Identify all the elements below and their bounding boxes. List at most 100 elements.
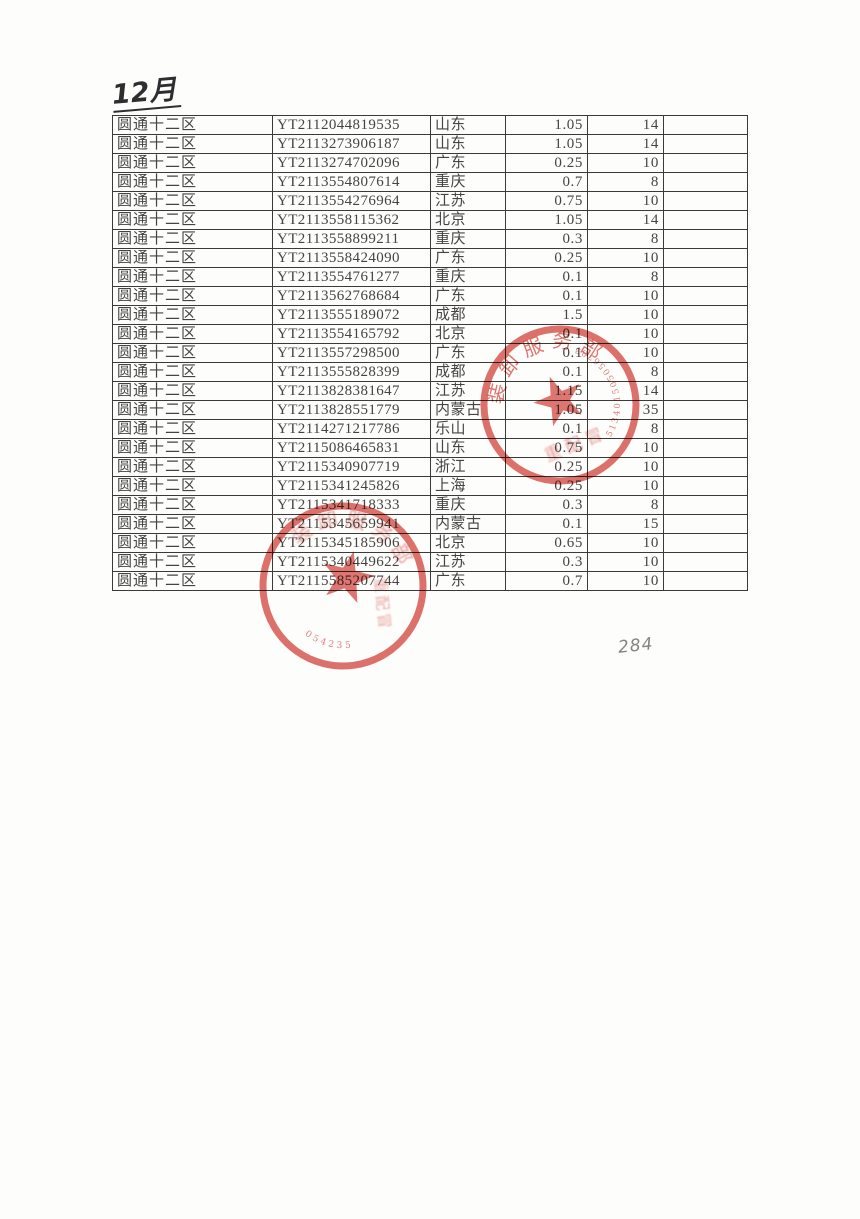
cell-fee: 10 — [587, 305, 664, 325]
cell-weight: 1.05 — [505, 400, 588, 420]
cell-company: 圆通十二区 — [112, 210, 273, 230]
table-body: 圆通十二区 YT2112044819535 山东 1.05 14 圆通十二区 YT21132… — [112, 115, 748, 591]
table-row: 圆通十二区 YT2113554165792 北京 0.1 10 — [112, 324, 748, 344]
cell-company: 圆通十二区 — [112, 134, 273, 154]
cell-fee: 14 — [587, 134, 664, 154]
cell-destination: 山东 — [430, 134, 506, 154]
cell-destination: 浙江 — [430, 457, 506, 477]
cell-fee: 14 — [587, 210, 664, 230]
cell-destination: 上海 — [430, 476, 506, 496]
cell-destination: 乐山 — [430, 419, 506, 439]
cell-weight: 1.5 — [505, 305, 588, 325]
cell-tracking_no: YT2115341245826 — [272, 476, 431, 496]
table-row: 圆通十二区 YT2115086465831 山东 0.75 10 — [112, 438, 748, 458]
cell-extra — [663, 476, 748, 496]
cell-extra — [663, 153, 748, 173]
cell-extra — [663, 457, 748, 477]
table-row: 圆通十二区 YT2115341245826 上海 0.25 10 — [112, 476, 748, 496]
cell-extra — [663, 343, 748, 363]
cell-fee: 8 — [587, 267, 664, 287]
table-row: 圆通十二区 YT2114271217786 乐山 0.1 8 — [112, 419, 748, 439]
cell-fee: 10 — [587, 457, 664, 477]
cell-company: 圆通十二区 — [112, 172, 273, 192]
cell-fee: 10 — [587, 438, 664, 458]
cell-destination: 广东 — [430, 286, 506, 306]
table-row: 圆通十二区 YT2113555189072 成都 1.5 10 — [112, 305, 748, 325]
cell-fee: 14 — [587, 381, 664, 401]
cell-fee: 8 — [587, 172, 664, 192]
cell-tracking_no: YT2113562768684 — [272, 286, 431, 306]
cell-company: 圆通十二区 — [112, 248, 273, 268]
cell-extra — [663, 381, 748, 401]
cell-tracking_no: YT2115086465831 — [272, 438, 431, 458]
cell-destination: 江苏 — [430, 191, 506, 211]
cell-destination: 山东 — [430, 115, 506, 135]
table-row: 圆通十二区 YT2115345659941 内蒙古 0.1 15 — [112, 514, 748, 534]
cell-weight: 0.25 — [505, 248, 588, 268]
cell-extra — [663, 514, 748, 534]
cell-extra — [663, 419, 748, 439]
table-row: 圆通十二区 YT2115340449622 江苏 0.3 10 — [112, 552, 748, 572]
cell-tracking_no: YT2113273906187 — [272, 134, 431, 154]
cell-extra — [663, 533, 748, 553]
cell-destination: 成都 — [430, 305, 506, 325]
cell-extra — [663, 552, 748, 572]
cell-company: 圆通十二区 — [112, 400, 273, 420]
cell-weight: 0.1 — [505, 419, 588, 439]
table-row: 圆通十二区 YT2115585207744 广东 0.7 10 — [112, 571, 748, 591]
handwritten-month-note: 12月 — [111, 74, 181, 113]
cell-destination: 北京 — [430, 533, 506, 553]
cell-weight: 1.05 — [505, 210, 588, 230]
cell-fee: 10 — [587, 248, 664, 268]
cell-extra — [663, 229, 748, 249]
table-row: 圆通十二区 YT2115340907719 浙江 0.25 10 — [112, 457, 748, 477]
cell-company: 圆通十二区 — [112, 552, 273, 572]
cell-fee: 8 — [587, 229, 664, 249]
cell-weight: 0.3 — [505, 495, 588, 515]
cell-fee: 8 — [587, 419, 664, 439]
cell-tracking_no: YT2113558115362 — [272, 210, 431, 230]
cell-extra — [663, 210, 748, 230]
cell-company: 圆通十二区 — [112, 153, 273, 173]
cell-extra — [663, 248, 748, 268]
cell-weight: 0.7 — [505, 172, 588, 192]
cell-destination: 北京 — [430, 324, 506, 344]
cell-tracking_no: YT2113557298500 — [272, 343, 431, 363]
cell-tracking_no: YT2113828551779 — [272, 400, 431, 420]
cell-company: 圆通十二区 — [112, 343, 273, 363]
cell-weight: 0.1 — [505, 324, 588, 344]
cell-company: 圆通十二区 — [112, 324, 273, 344]
cell-company: 圆通十二区 — [112, 419, 273, 439]
cell-weight: 0.25 — [505, 457, 588, 477]
cell-company: 圆通十二区 — [112, 305, 273, 325]
cell-tracking_no: YT2113555828399 — [272, 362, 431, 382]
cell-company: 圆通十二区 — [112, 381, 273, 401]
cell-company: 圆通十二区 — [112, 457, 273, 477]
cell-extra — [663, 115, 748, 135]
cell-destination: 北京 — [430, 210, 506, 230]
cell-extra — [663, 400, 748, 420]
cell-tracking_no: YT2113558424090 — [272, 248, 431, 268]
cell-destination: 内蒙古 — [430, 400, 506, 420]
cell-fee: 10 — [587, 286, 664, 306]
cell-fee: 10 — [587, 571, 664, 591]
cell-tracking_no: YT2115340449622 — [272, 552, 431, 572]
cell-weight: 0.75 — [505, 191, 588, 211]
cell-company: 圆通十二区 — [112, 571, 273, 591]
cell-tracking_no: YT2113554165792 — [272, 324, 431, 344]
cell-weight: 0.1 — [505, 286, 588, 306]
cell-extra — [663, 362, 748, 382]
cell-company: 圆通十二区 — [112, 514, 273, 534]
cell-destination: 广东 — [430, 153, 506, 173]
cell-tracking_no: YT2113558899211 — [272, 229, 431, 249]
cell-extra — [663, 305, 748, 325]
shipment-table: 圆通十二区 YT2112044819535 山东 1.05 14 圆通十二区 YT21132… — [112, 115, 748, 591]
table-row: 圆通十二区 YT2113273906187 山东 1.05 14 — [112, 134, 748, 154]
cell-destination: 重庆 — [430, 172, 506, 192]
cell-company: 圆通十二区 — [112, 476, 273, 496]
cell-tracking_no: YT2115341718333 — [272, 495, 431, 515]
table-row: 圆通十二区 YT2113828381647 江苏 1.15 14 — [112, 381, 748, 401]
cell-tracking_no: YT2113828381647 — [272, 381, 431, 401]
cell-weight: 1.05 — [505, 115, 588, 135]
svg-text:054235: 054235 — [302, 628, 357, 655]
